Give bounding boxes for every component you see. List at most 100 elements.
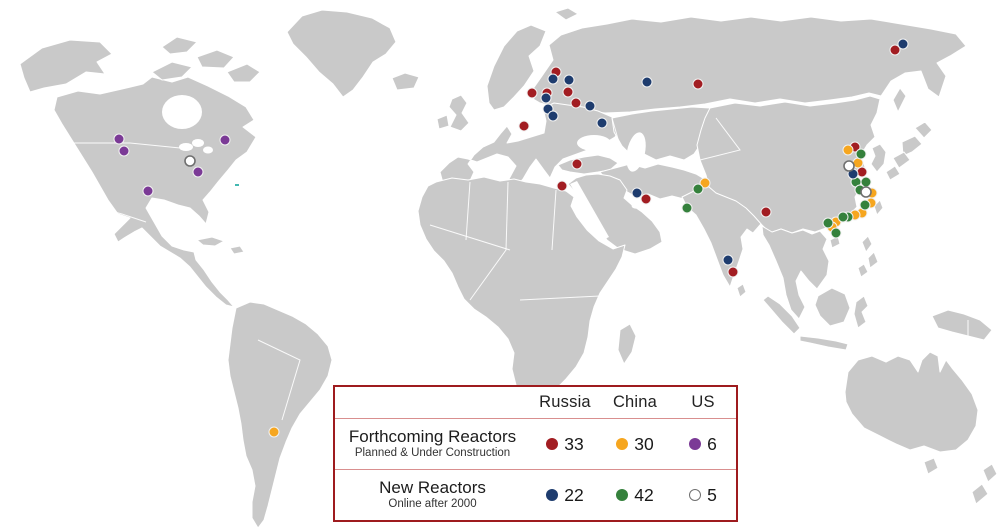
reactor-marker-russia_new [563,74,575,86]
landmass-southeast-asia [761,225,830,320]
landmass-philippines [861,235,873,253]
legend: Russia China US Forthcoming Reactors Pla… [333,385,738,522]
legend-cell-russia-forthcoming: 33 [530,419,600,469]
reactor-marker-us_new [860,186,872,198]
landmass-russia [527,16,967,114]
reactor-marker-russia_new [641,76,653,88]
legend-header-row: Russia China US [335,387,736,418]
baltic-sea [505,88,536,132]
legend-dot-us-forthcoming [689,438,702,450]
reactor-marker-china_new [837,211,849,223]
reactor-marker-russia_forthcoming [856,166,868,178]
reactor-marker-russia_forthcoming [570,97,582,109]
reactor-marker-russia_forthcoming [889,44,901,56]
reactor-marker-russia_forthcoming [571,158,583,170]
landmass-tasmania [923,457,939,475]
landmass-japan [914,121,933,139]
legend-cell-china-forthcoming: 30 [600,419,670,469]
reactor-marker-russia_new [722,254,734,266]
legend-label-forthcoming: Forthcoming Reactors Planned & Under Con… [335,419,530,469]
landmass-europe [439,102,622,189]
landmass-arctic-islands [226,63,261,83]
red-sea [570,181,609,240]
reactor-marker-us_forthcoming [118,145,130,157]
reactor-marker-us_new [184,155,196,167]
landmass-java [799,335,849,351]
legend-dot-china-forthcoming [616,438,629,450]
landmass-philippines [867,251,879,269]
reactor-marker-russia_forthcoming [556,180,568,192]
landmass-south-america [227,301,333,529]
landmasses [19,7,998,529]
legend-count-russia-forthcoming: 33 [564,433,584,454]
landmass-uk [448,94,470,132]
landmass-alaska [19,39,113,93]
legend-label-sub: Planned & Under Construction [354,446,511,459]
reactor-marker-russia_new [547,73,559,85]
legend-label-main: Forthcoming Reactors [348,427,517,447]
landmass-africa [417,176,626,402]
legend-label-new: New Reactors Online after 2000 [335,470,530,520]
landmass-korea [870,143,887,173]
country-borders [60,117,969,421]
reactor-marker-russia_forthcoming [692,78,704,90]
reactor-marker-us_forthcoming [113,133,125,145]
landmass-philippines [857,263,869,278]
reactor-marker-china_forthcoming [842,144,854,156]
landmass-new-zealand [971,483,989,505]
reactor-marker-russia_forthcoming [727,266,739,278]
legend-cell-us-forthcoming: 6 [670,419,736,469]
legend-cell-russia-new: 22 [530,470,600,520]
reactor-marker-russia_new [631,187,643,199]
landmass-japan [892,151,911,169]
landmass-arctic-islands [196,49,235,69]
landmass-hispaniola [229,245,245,255]
reactor-marker-russia_new [897,38,909,50]
reactor-marker-russia_forthcoming [760,206,772,218]
reactor-marker-russia_new [596,117,608,129]
reactor-marker-russia_new [584,100,596,112]
landmass-new-zealand [982,463,998,483]
reactor-marker-us_forthcoming [192,166,204,178]
reactor-marker-china_new [855,148,867,160]
legend-row-forthcoming: Forthcoming Reactors Planned & Under Con… [335,418,736,469]
landmass-cuba [196,236,225,247]
legend-header-russia: Russia [539,393,591,411]
legend-cell-china-new: 42 [600,470,670,520]
reactor-marker-us_forthcoming [142,185,154,197]
legend-count-china-new: 42 [634,484,654,505]
legend-label-sub: Online after 2000 [388,497,477,510]
teal-island-mark [235,184,239,186]
great-lakes [179,143,193,151]
landmass-borneo [814,287,851,327]
landmass-sulawesi [853,295,869,329]
landmass-arctic-islands [161,36,198,55]
landmass-madagascar [617,323,637,365]
reactor-markers [113,38,909,438]
legend-dot-china-new [616,489,629,501]
reactor-marker-china_new [859,199,871,211]
legend-dot-russia-forthcoming [546,438,559,450]
landmass-north-america [53,76,257,308]
reactor-marker-china_forthcoming [699,177,711,189]
legend-dot-russia-new [546,489,559,501]
reactor-marker-russia_new [547,110,559,122]
landmass-greenland [286,9,397,98]
reactor-marker-china_new [830,227,842,239]
legend-cell-us-new: 5 [670,470,736,520]
reactor-marker-russia_forthcoming [640,193,652,205]
legend-label-main: New Reactors [379,478,486,498]
landmass-turkey [557,154,619,175]
legend-header-china: China [612,393,658,411]
reactor-marker-us_forthcoming [219,134,231,146]
legend-row-new: New Reactors Online after 2000 22 42 5 [335,469,736,520]
inland-seas [162,88,649,240]
reactor-marker-russia_forthcoming [518,120,530,132]
landmass-new-guinea [931,309,993,341]
landmass-japan [885,165,901,181]
reactor-marker-china_new [692,183,704,195]
legend-count-us-forthcoming: 6 [707,433,717,454]
landmass-australia [844,351,979,453]
reactor-marker-russia_forthcoming [526,87,538,99]
landmass-svalbard [554,7,579,21]
